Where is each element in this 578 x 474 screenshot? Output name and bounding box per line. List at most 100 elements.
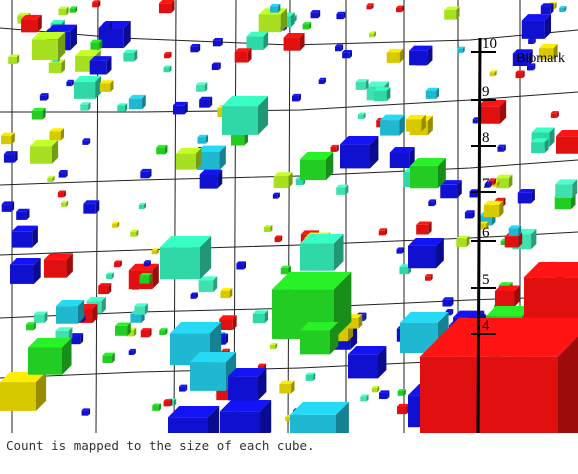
data-cube[interactable] xyxy=(1,201,15,212)
data-cube[interactable] xyxy=(283,32,305,51)
data-cube[interactable] xyxy=(82,138,91,145)
data-cube[interactable] xyxy=(302,22,312,30)
data-cube[interactable] xyxy=(406,114,426,132)
data-cube[interactable] xyxy=(55,327,73,342)
data-cube[interactable] xyxy=(159,328,168,336)
data-cube[interactable] xyxy=(152,403,161,411)
data-cube[interactable] xyxy=(3,151,18,163)
data-cube[interactable] xyxy=(140,328,152,338)
data-cube[interactable] xyxy=(151,248,159,255)
data-cube[interactable] xyxy=(1,132,15,145)
data-cube[interactable] xyxy=(508,225,522,236)
data-cube[interactable] xyxy=(219,315,237,330)
data-cube[interactable] xyxy=(172,101,188,115)
data-cube[interactable] xyxy=(70,333,84,345)
data-cube[interactable] xyxy=(140,168,152,179)
data-cube[interactable] xyxy=(397,403,410,415)
data-cube[interactable] xyxy=(378,228,388,236)
data-cube[interactable] xyxy=(61,200,69,207)
data-cube[interactable] xyxy=(99,80,114,92)
data-cube[interactable] xyxy=(444,6,460,20)
data-cube[interactable] xyxy=(494,285,520,307)
data-cube[interactable] xyxy=(179,384,188,392)
data-cube[interactable] xyxy=(342,50,352,59)
data-cube[interactable] xyxy=(300,152,334,181)
data-cube[interactable] xyxy=(330,144,339,152)
data-cube[interactable] xyxy=(102,352,115,363)
data-cube[interactable] xyxy=(228,368,267,401)
data-cube[interactable] xyxy=(21,14,42,33)
data-cube[interactable] xyxy=(424,274,433,281)
data-cube[interactable] xyxy=(106,272,114,279)
data-cube[interactable] xyxy=(114,260,122,268)
data-cube[interactable] xyxy=(410,158,446,189)
data-cube[interactable] xyxy=(176,148,202,170)
data-cube[interactable] xyxy=(220,288,233,299)
data-cube[interactable] xyxy=(366,3,374,10)
3d-scatter-viewport[interactable]: 10 9 8 7 6 5 4 Biomark xyxy=(0,0,578,433)
data-cube[interactable] xyxy=(279,380,295,394)
data-cube[interactable] xyxy=(134,303,148,315)
data-cube[interactable] xyxy=(102,21,112,30)
data-cube[interactable] xyxy=(550,111,559,118)
data-cube[interactable] xyxy=(379,390,390,400)
data-cube[interactable] xyxy=(310,10,321,19)
data-cube[interactable] xyxy=(112,221,120,228)
data-cube[interactable] xyxy=(270,3,281,13)
data-cube[interactable] xyxy=(517,188,535,204)
data-cube[interactable] xyxy=(130,229,139,237)
data-cube[interactable] xyxy=(39,93,49,101)
data-cube[interactable] xyxy=(190,44,201,53)
data-cube[interactable] xyxy=(559,5,567,13)
data-cube[interactable] xyxy=(222,96,269,135)
data-cube[interactable] xyxy=(158,0,175,14)
data-cube[interactable] xyxy=(348,346,387,379)
data-cube[interactable] xyxy=(425,87,440,99)
data-cube[interactable] xyxy=(8,54,20,64)
data-cube[interactable] xyxy=(340,136,379,169)
data-cube[interactable] xyxy=(246,31,269,50)
data-cube[interactable] xyxy=(336,184,349,195)
data-cube[interactable] xyxy=(521,14,552,39)
data-cube[interactable] xyxy=(73,75,102,99)
data-cube[interactable] xyxy=(16,208,30,220)
data-cube[interactable] xyxy=(212,37,223,47)
data-cube[interactable] xyxy=(33,311,48,323)
data-cube[interactable] xyxy=(58,170,68,178)
data-cube[interactable] xyxy=(457,46,465,53)
data-cube[interactable] xyxy=(234,48,252,63)
data-cube[interactable] xyxy=(83,200,100,214)
data-cube[interactable] xyxy=(0,372,47,411)
data-cube[interactable] xyxy=(420,318,578,433)
data-cube[interactable] xyxy=(160,236,212,280)
data-cube[interactable] xyxy=(555,179,578,198)
data-cube[interactable] xyxy=(397,388,406,396)
data-cube[interactable] xyxy=(81,408,91,416)
data-cube[interactable] xyxy=(336,11,346,20)
data-cube[interactable] xyxy=(497,144,506,152)
data-cube[interactable] xyxy=(373,87,391,102)
data-cube[interactable] xyxy=(252,310,269,324)
data-cube[interactable] xyxy=(69,6,78,13)
data-cube[interactable] xyxy=(30,140,59,164)
data-cube[interactable] xyxy=(49,128,65,141)
data-cube[interactable] xyxy=(368,31,377,38)
data-cube[interactable] xyxy=(556,130,578,154)
data-cube[interactable] xyxy=(31,107,46,120)
data-cube[interactable] xyxy=(489,70,497,77)
data-cube[interactable] xyxy=(143,260,151,267)
data-cube[interactable] xyxy=(360,394,369,402)
data-cube[interactable] xyxy=(197,145,226,170)
data-cube[interactable] xyxy=(408,238,444,269)
data-cube[interactable] xyxy=(220,400,272,433)
data-cube[interactable] xyxy=(168,406,220,433)
data-cube[interactable] xyxy=(163,399,173,407)
data-cube[interactable] xyxy=(58,6,69,16)
data-cube[interactable] xyxy=(28,338,72,375)
data-cube[interactable] xyxy=(386,48,404,63)
data-cube[interactable] xyxy=(92,0,101,8)
data-cube[interactable] xyxy=(199,169,223,189)
data-cube[interactable] xyxy=(196,82,208,92)
data-cube[interactable] xyxy=(190,352,237,391)
data-cube[interactable] xyxy=(290,402,349,433)
